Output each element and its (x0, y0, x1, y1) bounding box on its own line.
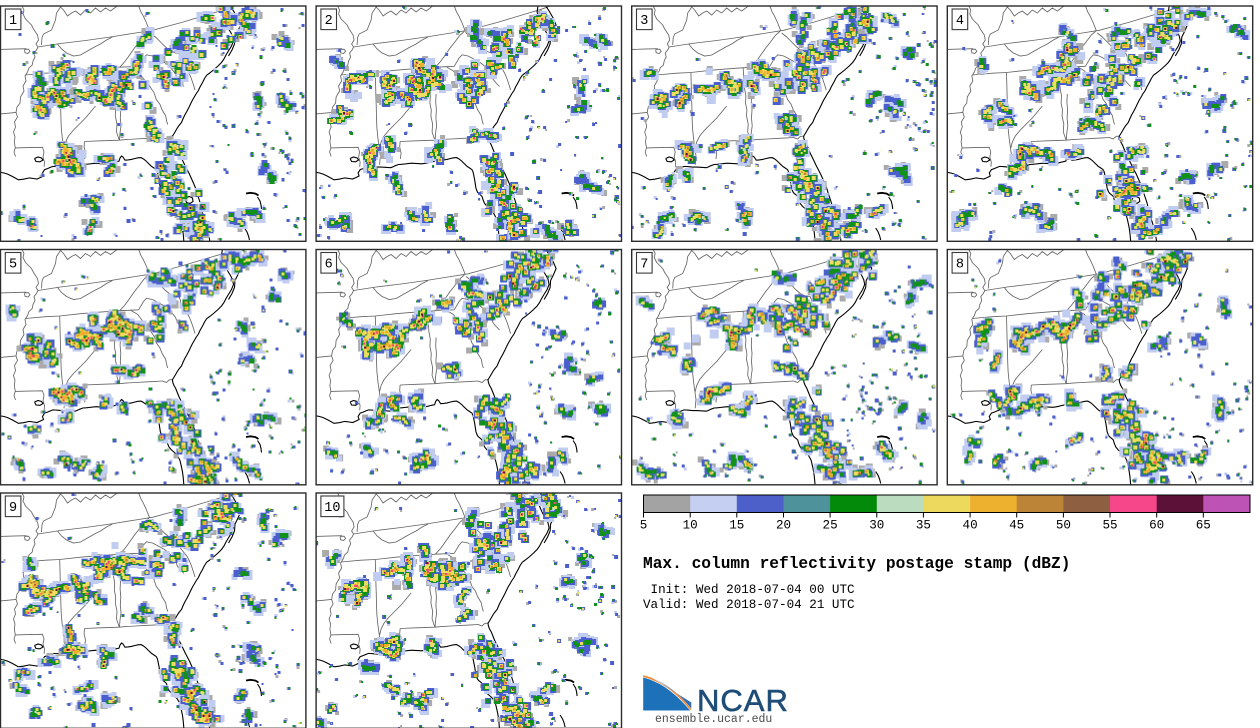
svg-text:5: 5 (640, 519, 648, 533)
svg-text:50: 50 (1056, 519, 1071, 533)
svg-text:25: 25 (823, 519, 838, 533)
svg-text:5: 5 (9, 257, 17, 272)
svg-text:60: 60 (1149, 519, 1164, 533)
svg-text:20: 20 (776, 519, 791, 533)
svg-text:6: 6 (325, 257, 333, 272)
svg-text:NCAR: NCAR (697, 683, 789, 718)
svg-text:35: 35 (916, 519, 931, 533)
svg-text:1: 1 (9, 14, 17, 29)
svg-text:2: 2 (325, 14, 333, 29)
svg-text:15: 15 (729, 519, 744, 533)
svg-text:65: 65 (1196, 519, 1211, 533)
svg-text:ensemble.ucar.edu: ensemble.ucar.edu (655, 713, 772, 726)
svg-text:40: 40 (963, 519, 978, 533)
svg-text:7: 7 (640, 257, 648, 272)
svg-text:9: 9 (9, 501, 17, 516)
svg-text:Valid: Wed 2018-07-04 21 UTC: Valid: Wed 2018-07-04 21 UTC (643, 598, 855, 612)
svg-text:Max. column reflectivity posta: Max. column reflectivity postage stamp (… (643, 555, 1070, 573)
svg-text:45: 45 (1009, 519, 1024, 533)
svg-text:10: 10 (683, 519, 698, 533)
svg-text:4: 4 (956, 14, 964, 29)
svg-text:55: 55 (1102, 519, 1117, 533)
svg-text:3: 3 (640, 14, 648, 29)
svg-text:10: 10 (324, 501, 340, 516)
svg-text:Init: Wed 2018-07-04 00 UTC: Init: Wed 2018-07-04 00 UTC (643, 583, 855, 597)
svg-text:8: 8 (956, 257, 964, 272)
svg-text:30: 30 (869, 519, 884, 533)
